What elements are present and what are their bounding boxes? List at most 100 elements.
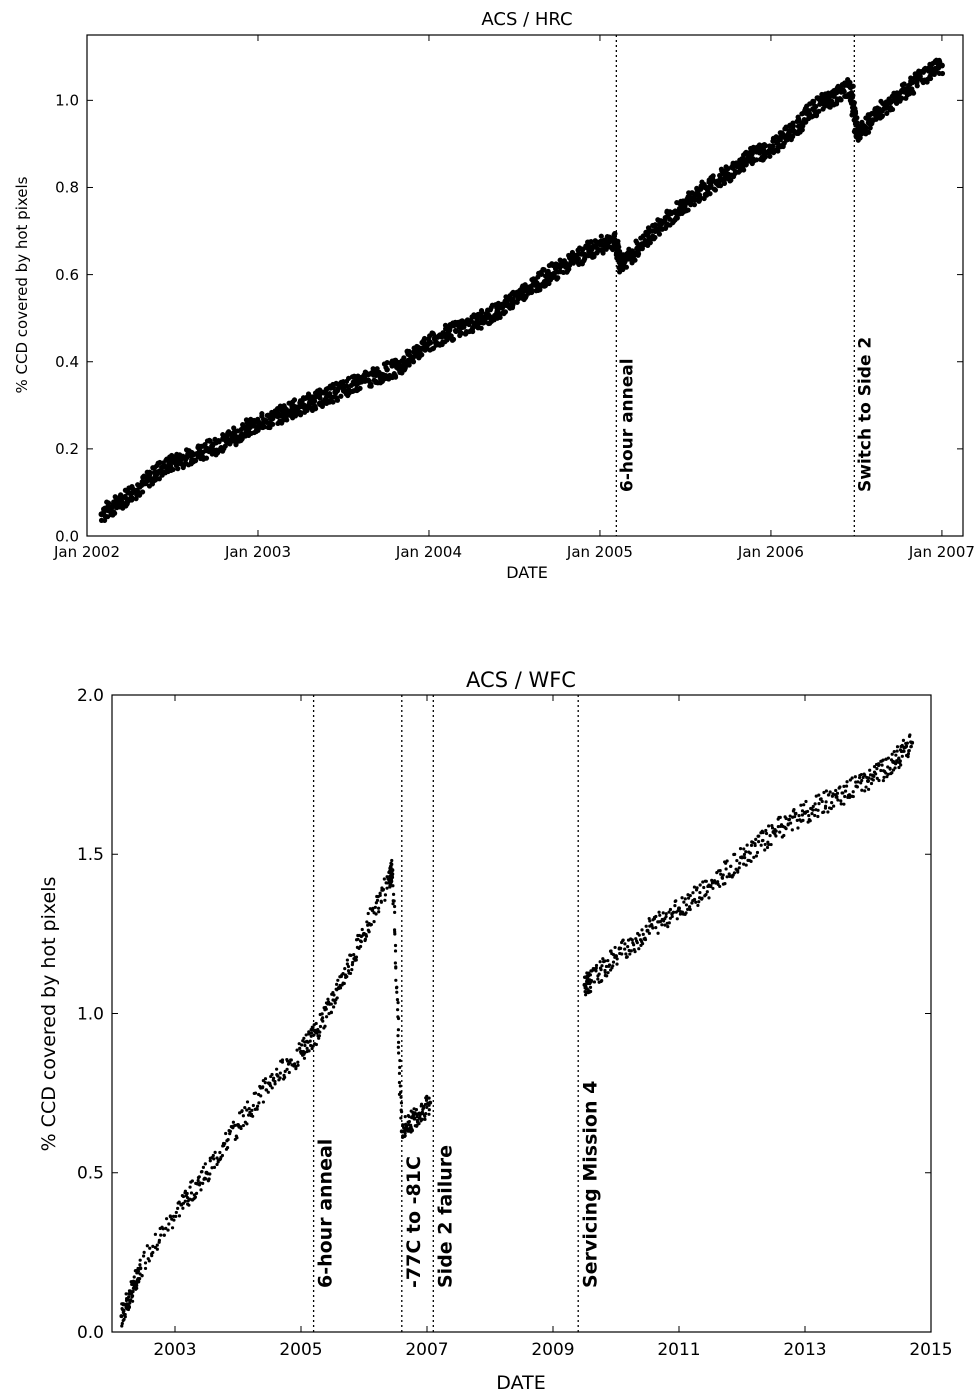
hrc-marker	[317, 395, 323, 401]
wfc-marker	[381, 888, 385, 892]
hrc-marker	[707, 191, 713, 197]
wfc-marker	[342, 981, 346, 986]
hrc-marker	[859, 119, 865, 125]
hrc-marker	[857, 135, 863, 141]
wfc-marker	[153, 1232, 158, 1236]
wfc-marker	[407, 1120, 411, 1124]
wfc-marker	[127, 1304, 131, 1308]
wfc-marker	[374, 912, 378, 916]
wfc-marker	[786, 823, 790, 827]
wfc-marker	[787, 818, 791, 822]
wfc-marker	[251, 1103, 255, 1108]
wfc-marker	[621, 938, 625, 942]
hrc-data-point	[938, 62, 945, 69]
wfc-marker	[875, 776, 879, 780]
wfc-marker	[193, 1195, 197, 1199]
hrc-marker	[762, 143, 769, 149]
wfc-marker	[724, 867, 728, 871]
wfc-x-tick-label: 2005	[279, 1340, 322, 1360]
hrc-marker	[384, 367, 390, 373]
wfc-marker	[183, 1199, 187, 1203]
wfc-marker	[181, 1206, 185, 1210]
hrc-marker	[908, 75, 914, 81]
wfc-x-tick-label: 2015	[909, 1340, 952, 1360]
hrc-marker	[588, 239, 594, 245]
wfc-marker	[200, 1169, 204, 1174]
wfc-marker	[350, 968, 354, 972]
wfc-marker	[356, 937, 360, 941]
wfc-marker	[345, 975, 349, 979]
wfc-marker	[341, 972, 345, 976]
wfc-marker	[418, 1113, 422, 1117]
wfc-marker	[335, 982, 339, 986]
wfc-marker	[619, 946, 623, 950]
wfc-marker	[241, 1114, 245, 1118]
wfc-marker	[834, 788, 838, 793]
hrc-marker	[635, 251, 642, 257]
wfc-marker	[164, 1226, 168, 1230]
wfc-marker	[705, 890, 709, 894]
hrc-marker	[743, 161, 749, 168]
wfc-marker	[375, 898, 380, 902]
hrc-marker	[357, 385, 363, 391]
wfc-marker	[280, 1060, 285, 1064]
wfc-marker	[729, 864, 733, 869]
wfc-marker	[810, 812, 814, 816]
wfc-marker	[135, 1283, 139, 1288]
wfc-marker	[778, 830, 782, 834]
wfc-marker	[863, 789, 867, 793]
hrc-marker	[757, 149, 763, 155]
wfc-marker	[346, 969, 351, 973]
wfc-marker	[239, 1126, 243, 1131]
wfc-marker	[707, 896, 711, 900]
hrc-marker	[342, 383, 348, 389]
wfc-marker	[611, 960, 616, 964]
wfc-marker	[628, 952, 632, 956]
wfc-marker	[732, 871, 737, 875]
wfc-marker	[830, 794, 835, 798]
wfc-marker	[143, 1266, 148, 1271]
wfc-marker	[654, 926, 658, 930]
wfc-marker	[698, 890, 702, 895]
wfc-marker	[824, 789, 828, 793]
wfc-marker	[684, 911, 688, 915]
wfc-marker	[667, 910, 671, 914]
wfc-marker	[789, 821, 793, 825]
wfc-marker	[819, 797, 823, 801]
hrc-marker	[865, 129, 872, 135]
wfc-marker	[138, 1277, 142, 1281]
wfc-marker	[309, 1034, 313, 1038]
wfc-marker	[687, 905, 692, 909]
wfc-marker	[663, 923, 667, 927]
wfc-marker	[882, 775, 886, 779]
wfc-marker	[597, 972, 601, 976]
wfc-marker	[177, 1214, 182, 1218]
wfc-marker	[701, 880, 705, 884]
wfc-marker	[609, 949, 613, 953]
wfc-marker	[651, 926, 655, 930]
wfc-marker	[900, 754, 904, 758]
hrc-marker	[478, 325, 484, 331]
hrc-marker	[582, 255, 588, 261]
wfc-marker	[804, 799, 808, 804]
wfc-marker	[790, 828, 794, 832]
wfc-marker	[589, 978, 594, 983]
wfc-marker	[860, 778, 864, 783]
hrc-y-axis-label: % CCD covered by hot pixels	[13, 176, 31, 393]
wfc-marker	[138, 1258, 142, 1262]
wfc-marker	[391, 892, 396, 896]
wfc-marker	[396, 1034, 400, 1038]
wfc-marker	[860, 788, 864, 792]
wfc-marker	[725, 859, 729, 863]
wfc-plot-frame	[111, 694, 932, 1333]
wfc-marker	[794, 811, 798, 815]
hrc-marker	[600, 250, 606, 256]
wfc-marker	[892, 750, 896, 754]
hrc-event-label: Switch to Side 2	[855, 337, 875, 492]
wfc-marker	[409, 1125, 413, 1129]
wfc-marker	[377, 910, 381, 914]
wfc-marker	[898, 759, 902, 763]
wfc-marker	[201, 1165, 206, 1169]
wfc-chart: ACS / WFC % CCD covered by hot pixels DA…	[38, 668, 953, 1393]
wfc-marker	[871, 778, 875, 782]
